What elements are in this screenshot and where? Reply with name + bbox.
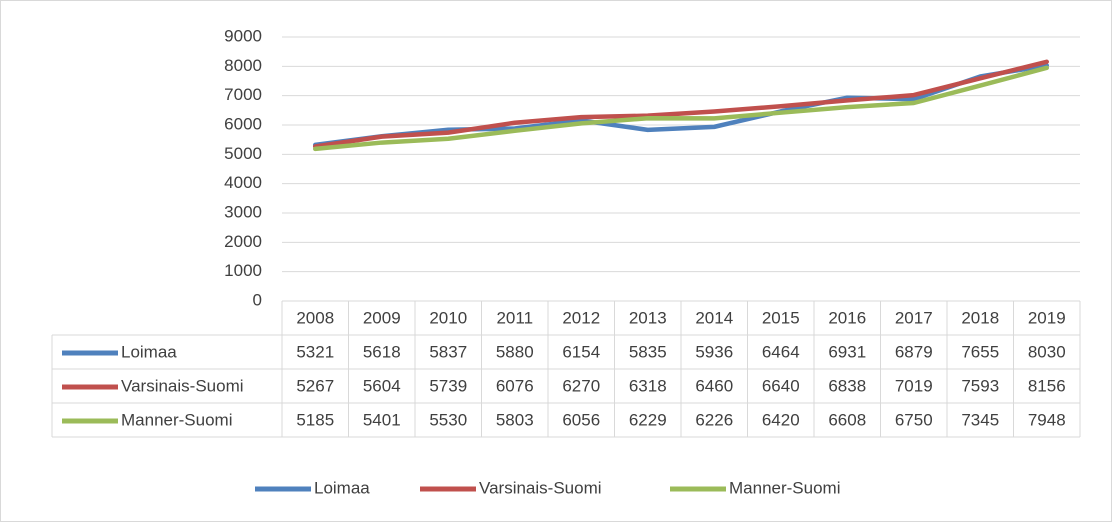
- x-tick-label: 2014: [695, 308, 733, 327]
- table-value: 7345: [961, 410, 999, 429]
- table-value: 6750: [895, 410, 933, 429]
- y-tick-label: 1000: [224, 261, 262, 280]
- table-value: 5530: [429, 410, 467, 429]
- legend-label: Loimaa: [314, 478, 370, 497]
- table-value: 7948: [1028, 410, 1066, 429]
- table-value: 6931: [828, 342, 866, 361]
- legend-label: Manner-Suomi: [729, 478, 841, 497]
- x-tick-label: 2015: [762, 308, 800, 327]
- y-tick-label: 7000: [224, 85, 262, 104]
- legend-label: Varsinais-Suomi: [479, 478, 602, 497]
- table-value: 5267: [296, 376, 334, 395]
- series-line: [313, 65, 1049, 152]
- table-value: 5837: [429, 342, 467, 361]
- series-line: [313, 59, 1049, 149]
- table-value: 7019: [895, 376, 933, 395]
- x-tick-label: 2019: [1028, 308, 1066, 327]
- x-tick-label: 2010: [429, 308, 467, 327]
- y-tick-label: 0: [253, 290, 262, 309]
- table-value: 6056: [562, 410, 600, 429]
- table-value: 6076: [496, 376, 534, 395]
- y-tick-label: 6000: [224, 114, 262, 133]
- table-value: 7655: [961, 342, 999, 361]
- table-series-name: Varsinais-Suomi: [121, 376, 244, 395]
- y-tick-label: 4000: [224, 173, 262, 192]
- y-tick-label: 8000: [224, 56, 262, 75]
- table-value: 6318: [629, 376, 667, 395]
- x-tick-label: 2016: [828, 308, 866, 327]
- table-value: 6154: [562, 342, 600, 361]
- y-tick-label: 2000: [224, 232, 262, 251]
- table-value: 5401: [363, 410, 401, 429]
- table-value: 8156: [1028, 376, 1066, 395]
- x-tick-label: 2012: [562, 308, 600, 327]
- table-value: 5880: [496, 342, 534, 361]
- y-tick-label: 5000: [224, 144, 262, 163]
- table-series-name: Loimaa: [121, 342, 177, 361]
- table-value: 8030: [1028, 342, 1066, 361]
- x-tick-label: 2008: [296, 308, 334, 327]
- x-tick-label: 2009: [363, 308, 401, 327]
- table-value: 7593: [961, 376, 999, 395]
- table-value: 5604: [363, 376, 401, 395]
- x-tick-label: 2013: [629, 308, 667, 327]
- table-value: 6838: [828, 376, 866, 395]
- table-value: 6640: [762, 376, 800, 395]
- table-value: 6270: [562, 376, 600, 395]
- y-tick-label: 9000: [224, 26, 262, 45]
- table-value: 5739: [429, 376, 467, 395]
- x-tick-label: 2018: [961, 308, 999, 327]
- table-series-name: Manner-Suomi: [121, 410, 233, 429]
- table-value: 5185: [296, 410, 334, 429]
- x-tick-label: 2011: [496, 308, 533, 327]
- table-value: 6464: [762, 342, 800, 361]
- table-value: 5936: [695, 342, 733, 361]
- table-value: 5618: [363, 342, 401, 361]
- table-value: 5321: [296, 342, 334, 361]
- table-value: 6229: [629, 410, 667, 429]
- table-value: 6226: [695, 410, 733, 429]
- y-tick-label: 3000: [224, 202, 262, 221]
- table-value: 6879: [895, 342, 933, 361]
- table-value: 5835: [629, 342, 667, 361]
- table-value: 5803: [496, 410, 534, 429]
- table-value: 6608: [828, 410, 866, 429]
- table-value: 6460: [695, 376, 733, 395]
- series-line: [313, 63, 1049, 148]
- table-value: 6420: [762, 410, 800, 429]
- x-tick-label: 2017: [895, 308, 933, 327]
